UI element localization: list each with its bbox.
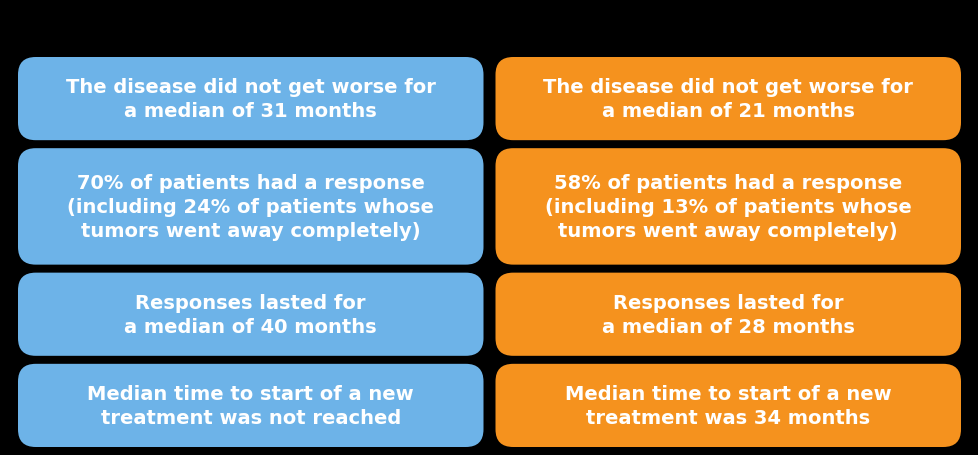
FancyBboxPatch shape — [495, 364, 960, 447]
Text: Responses lasted for
a median of 28 months: Responses lasted for a median of 28 mont… — [601, 293, 854, 336]
FancyBboxPatch shape — [18, 364, 483, 447]
Text: The disease did not get worse for
a median of 31 months: The disease did not get worse for a medi… — [66, 78, 435, 121]
FancyBboxPatch shape — [18, 58, 483, 141]
Text: Median time to start of a new
treatment was not reached: Median time to start of a new treatment … — [87, 384, 414, 427]
Text: Median time to start of a new
treatment was 34 months: Median time to start of a new treatment … — [564, 384, 891, 427]
Text: 58% of patients had a response
(including 13% of patients whose
tumors went away: 58% of patients had a response (includin… — [545, 173, 911, 241]
FancyBboxPatch shape — [18, 149, 483, 265]
Text: Responses lasted for
a median of 40 months: Responses lasted for a median of 40 mont… — [124, 293, 377, 336]
FancyBboxPatch shape — [495, 149, 960, 265]
Text: The disease did not get worse for
a median of 21 months: The disease did not get worse for a medi… — [543, 78, 912, 121]
FancyBboxPatch shape — [495, 58, 960, 141]
Text: 70% of patients had a response
(including 24% of patients whose
tumors went away: 70% of patients had a response (includin… — [67, 173, 434, 241]
FancyBboxPatch shape — [495, 273, 960, 356]
FancyBboxPatch shape — [18, 273, 483, 356]
